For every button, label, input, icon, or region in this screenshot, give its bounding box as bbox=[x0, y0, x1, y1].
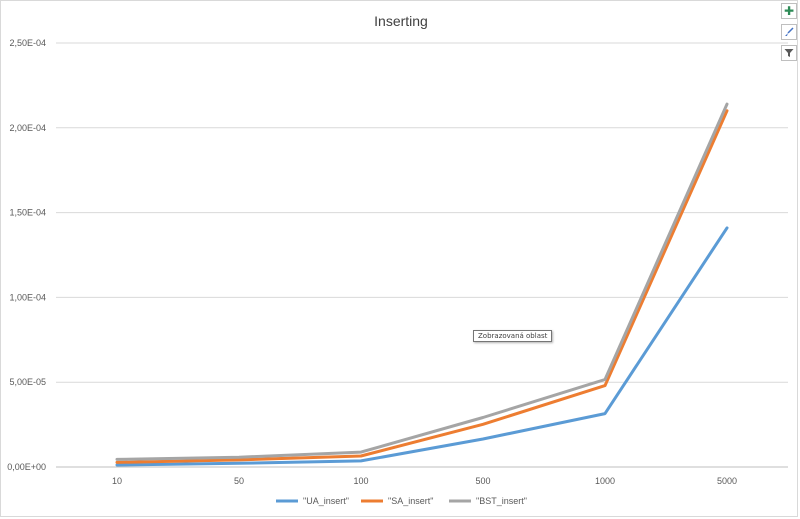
legend-label: "SA_insert" bbox=[388, 496, 433, 506]
x-tick-label: 500 bbox=[475, 476, 490, 486]
y-tick-label: 2,50E-04 bbox=[9, 38, 46, 48]
x-tick-label: 5000 bbox=[717, 476, 737, 486]
plus-icon: ✚ bbox=[783, 4, 795, 18]
series-line-2[interactable] bbox=[115, 109, 729, 464]
legend: "UA_insert" "SA_insert" "BST_insert" bbox=[276, 496, 527, 506]
y-tick-label: 0,00E+00 bbox=[7, 462, 46, 472]
filter-icon bbox=[784, 49, 794, 57]
series-lines bbox=[115, 102, 729, 467]
x-tick-label: 10 bbox=[112, 476, 122, 486]
chart-elements-button[interactable]: ✚ bbox=[781, 3, 797, 19]
x-axis-tick-labels: 10 50 100 500 1000 5000 bbox=[112, 476, 737, 486]
series-line-3[interactable] bbox=[115, 102, 729, 461]
chart-styles-button[interactable] bbox=[781, 24, 797, 40]
y-axis-tick-labels: 0,00E+00 5,00E-05 1,00E-04 1,50E-04 2,00E-04… bbox=[7, 38, 46, 472]
y-tick-label: 5,00E-05 bbox=[9, 377, 46, 387]
x-tick-label: 100 bbox=[353, 476, 368, 486]
series-line-1[interactable] bbox=[115, 226, 729, 467]
chart-filters-button[interactable] bbox=[781, 45, 797, 61]
y-tick-label: 1,00E-04 bbox=[9, 292, 46, 302]
brush-icon bbox=[785, 27, 794, 36]
y-tick-label: 2,00E-04 bbox=[9, 123, 46, 133]
legend-label: "BST_insert" bbox=[476, 496, 527, 506]
chart-title: Inserting bbox=[374, 13, 428, 29]
legend-label: "UA_insert" bbox=[303, 496, 349, 506]
y-tick-label: 1,50E-04 bbox=[9, 208, 46, 218]
x-tick-label: 1000 bbox=[595, 476, 615, 486]
gridlines bbox=[56, 42, 788, 468]
x-tick-label: 50 bbox=[234, 476, 244, 486]
tooltip: Zobrazovaná oblast bbox=[473, 330, 553, 342]
